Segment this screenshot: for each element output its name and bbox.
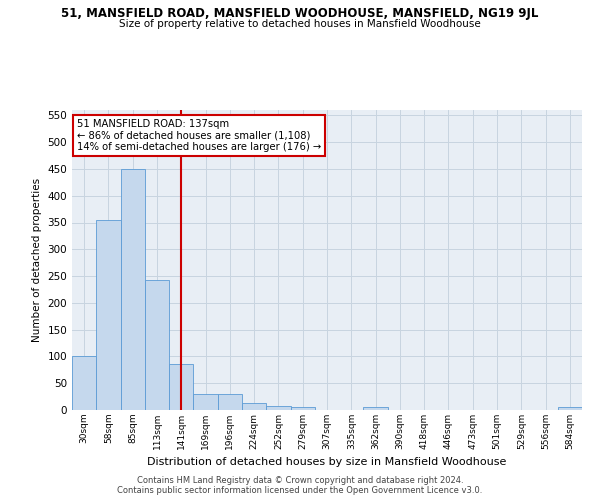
Bar [290,408,315,410]
Text: 51 MANSFIELD ROAD: 137sqm
← 86% of detached houses are smaller (1,108)
14% of se: 51 MANSFIELD ROAD: 137sqm ← 86% of detac… [77,119,322,152]
Text: 51, MANSFIELD ROAD, MANSFIELD WOODHOUSE, MANSFIELD, NG19 9JL: 51, MANSFIELD ROAD, MANSFIELD WOODHOUSE,… [61,8,539,20]
Text: Contains HM Land Registry data © Crown copyright and database right 2024.
Contai: Contains HM Land Registry data © Crown c… [118,476,482,495]
Bar [558,408,582,410]
Bar [193,394,218,410]
Bar [169,364,193,410]
Y-axis label: Number of detached properties: Number of detached properties [32,178,42,342]
X-axis label: Distribution of detached houses by size in Mansfield Woodhouse: Distribution of detached houses by size … [148,458,506,468]
Bar [364,408,388,410]
Text: Size of property relative to detached houses in Mansfield Woodhouse: Size of property relative to detached ho… [119,19,481,29]
Bar [72,356,96,410]
Bar [266,406,290,410]
Bar [218,394,242,410]
Bar [121,170,145,410]
Bar [242,402,266,410]
Bar [96,220,121,410]
Bar [145,280,169,410]
